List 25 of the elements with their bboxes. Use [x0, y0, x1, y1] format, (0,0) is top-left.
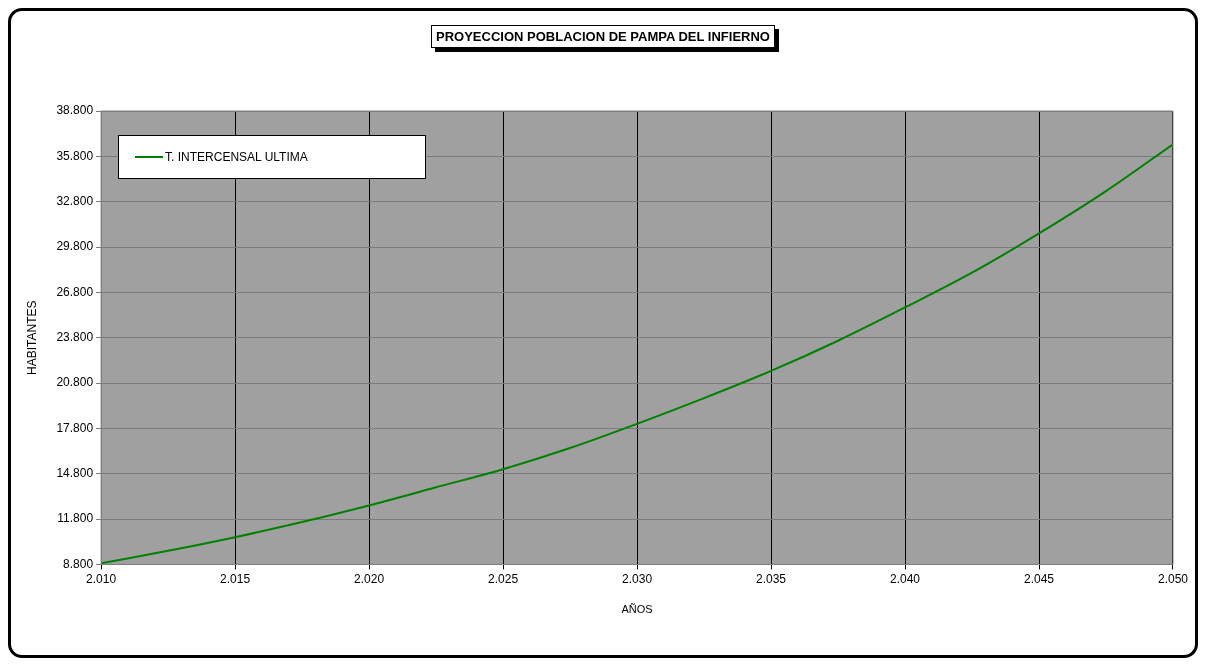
y-tick-label: 8.800 — [63, 556, 94, 571]
legend-label: T. INTERCENSAL ULTIMA — [165, 150, 308, 164]
x-tick-label: 2.015 — [220, 571, 251, 586]
x-tick-label: 2.045 — [1023, 571, 1055, 586]
y-tick-label: 32.800 — [56, 193, 94, 208]
y-tick-label: 17.800 — [56, 420, 94, 435]
y-tick-label: 38.800 — [56, 103, 94, 118]
chart-title: PROYECCION POBLACION DE PAMPA DEL INFIERNO — [431, 25, 775, 48]
x-tick-label: 2.025 — [488, 571, 519, 586]
y-tick-label: 26.800 — [56, 284, 94, 299]
y-axis-title: HABITANTES — [24, 300, 39, 375]
y-tick-label: 35.800 — [56, 148, 94, 163]
y-tick-label: 29.800 — [56, 239, 94, 254]
y-tick-label: 23.800 — [56, 330, 94, 345]
x-tick-label: 2.030 — [622, 571, 653, 586]
x-axis-title: AÑOS — [621, 603, 653, 616]
legend: T. INTERCENSAL ULTIMA — [118, 135, 427, 179]
y-tick-label: 20.800 — [56, 375, 94, 390]
y-tick-label: 14.800 — [56, 466, 94, 481]
x-tick-label: 2.035 — [756, 571, 787, 586]
x-tick-label: 2.010 — [86, 571, 117, 586]
x-tick-label: 2.040 — [890, 571, 921, 586]
x-tick-label: 2.020 — [354, 571, 385, 586]
x-tick-label: 2.050 — [1157, 571, 1189, 586]
y-tick-label: 11.800 — [57, 511, 94, 526]
